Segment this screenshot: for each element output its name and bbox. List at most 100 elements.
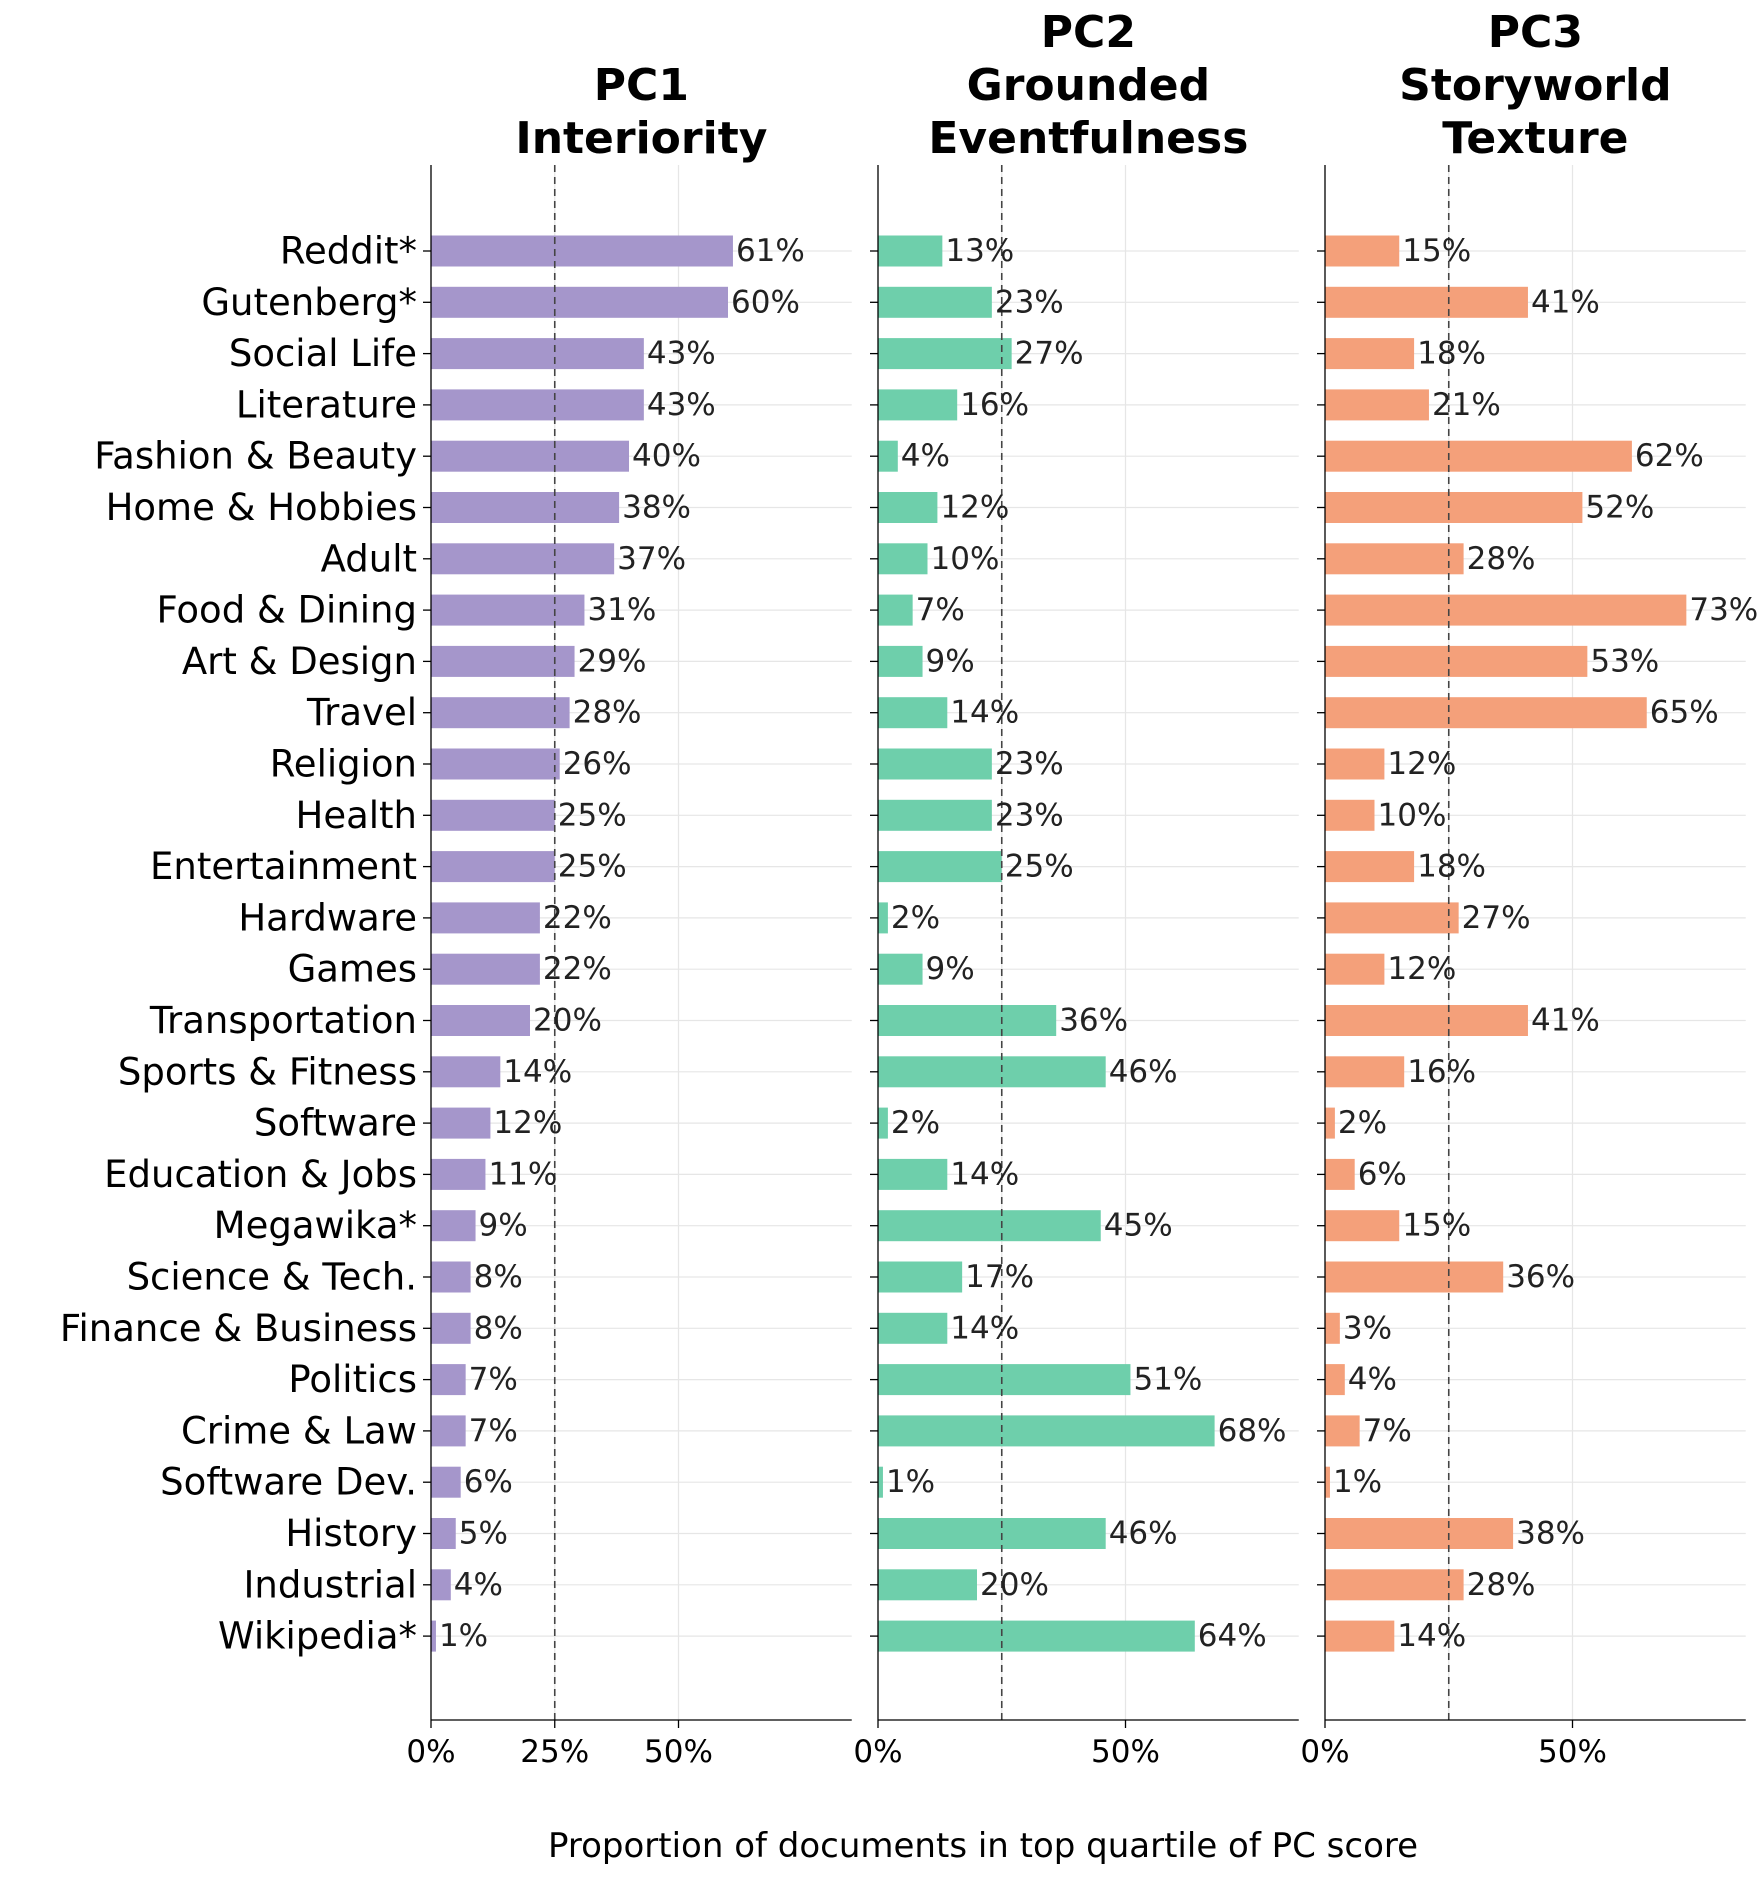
category-label: Gutenberg* — [201, 281, 417, 324]
category-label: Transportation — [149, 999, 417, 1042]
data-label: 15% — [1402, 233, 1471, 269]
data-label: 16% — [1407, 1054, 1476, 1090]
data-label: 6% — [464, 1464, 513, 1500]
bar-3-15 — [1325, 1005, 1528, 1036]
bar-1-3 — [431, 389, 644, 421]
bar-3-27 — [1325, 1620, 1395, 1652]
data-label: 36% — [1506, 1259, 1575, 1295]
bar-1-22 — [431, 1364, 466, 1396]
bar-1-26 — [431, 1569, 451, 1601]
data-label: 4% — [1348, 1362, 1397, 1398]
data-label: 60% — [731, 284, 800, 320]
bar-3-20 — [1325, 1261, 1504, 1293]
data-label: 29% — [578, 643, 647, 679]
bar-1-13 — [431, 902, 540, 934]
data-label: 7% — [916, 592, 965, 628]
bar-1-10 — [431, 748, 560, 780]
data-label: 4% — [901, 438, 950, 474]
bar-3-3 — [1325, 389, 1429, 421]
data-label: 1% — [439, 1618, 488, 1654]
data-label: 13% — [945, 233, 1014, 269]
bar-1-0 — [431, 235, 733, 267]
data-label: 5% — [459, 1516, 508, 1552]
data-label: 22% — [543, 951, 612, 987]
bar-2-15 — [878, 1005, 1057, 1036]
data-label: 41% — [1531, 284, 1600, 320]
data-label: 28% — [1467, 1567, 1536, 1603]
panel-title: Eventfulness — [928, 113, 1248, 164]
data-label: 38% — [1516, 1516, 1585, 1552]
bar-2-9 — [878, 697, 948, 729]
x-tick-label: 50% — [644, 1734, 713, 1770]
data-label: 17% — [965, 1259, 1034, 1295]
panel-title: PC1 — [594, 60, 689, 111]
bar-1-8 — [431, 645, 575, 677]
bar-2-19 — [878, 1210, 1101, 1242]
bar-3-19 — [1325, 1210, 1400, 1242]
data-label: 2% — [891, 900, 940, 936]
bar-1-18 — [431, 1158, 486, 1190]
bar-3-25 — [1325, 1518, 1514, 1549]
bar-1-24 — [431, 1466, 461, 1498]
bar-3-22 — [1325, 1364, 1345, 1396]
data-label: 28% — [573, 695, 642, 731]
bar-2-22 — [878, 1364, 1131, 1396]
data-label: 8% — [474, 1310, 523, 1346]
data-label: 1% — [1333, 1464, 1382, 1500]
bar-3-12 — [1325, 851, 1415, 883]
bar-1-5 — [431, 492, 620, 523]
data-label: 2% — [891, 1105, 940, 1141]
bar-3-8 — [1325, 645, 1588, 677]
bar-1-20 — [431, 1261, 471, 1293]
data-label: 23% — [995, 284, 1064, 320]
data-label: 9% — [926, 643, 975, 679]
bar-2-0 — [878, 235, 943, 267]
bar-2-4 — [878, 440, 898, 472]
bar-2-3 — [878, 389, 958, 421]
category-label: Education & Jobs — [104, 1153, 417, 1196]
data-label: 45% — [1104, 1208, 1173, 1244]
data-label: 20% — [533, 1003, 602, 1039]
x-axis-label: Proportion of documents in top quartile … — [548, 1826, 1418, 1866]
category-label: Finance & Business — [60, 1307, 417, 1350]
bar-3-13 — [1325, 902, 1459, 934]
data-label: 3% — [1343, 1310, 1392, 1346]
data-label: 53% — [1590, 643, 1659, 679]
category-label: Sports & Fitness — [118, 1050, 417, 1093]
data-label: 27% — [1015, 336, 1084, 372]
bar-3-11 — [1325, 799, 1375, 831]
bar-3-6 — [1325, 543, 1464, 575]
category-label: Art & Design — [182, 640, 417, 683]
category-label: Literature — [236, 383, 417, 426]
x-tick-label: 0% — [406, 1734, 455, 1770]
data-label: 65% — [1650, 695, 1719, 731]
category-label: Fashion & Beauty — [94, 435, 417, 478]
data-label: 12% — [940, 490, 1009, 526]
category-label: Home & Hobbies — [106, 486, 417, 529]
data-label: 18% — [1417, 336, 1486, 372]
x-tick-label: 0% — [853, 1734, 902, 1770]
bar-3-18 — [1325, 1158, 1355, 1190]
bar-2-5 — [878, 492, 938, 523]
data-label: 43% — [647, 387, 716, 423]
category-label: Software — [254, 1102, 417, 1145]
data-label: 36% — [1059, 1003, 1128, 1039]
bar-1-27 — [431, 1620, 436, 1652]
bar-3-26 — [1325, 1569, 1464, 1601]
bar-2-7 — [878, 594, 913, 626]
bar-1-4 — [431, 440, 629, 472]
data-label: 38% — [622, 490, 691, 526]
bar-1-19 — [431, 1210, 476, 1242]
bar-1-25 — [431, 1518, 456, 1549]
category-label: Science & Tech. — [127, 1256, 417, 1299]
data-label: 62% — [1635, 438, 1704, 474]
bar-1-23 — [431, 1415, 466, 1447]
bar-1-15 — [431, 1005, 530, 1036]
bar-2-25 — [878, 1518, 1106, 1549]
bar-1-21 — [431, 1312, 471, 1344]
panel-title: Storyworld — [1399, 60, 1672, 111]
bar-3-14 — [1325, 953, 1385, 985]
panel-title: PC2 — [1041, 7, 1136, 58]
bar-2-2 — [878, 338, 1012, 370]
